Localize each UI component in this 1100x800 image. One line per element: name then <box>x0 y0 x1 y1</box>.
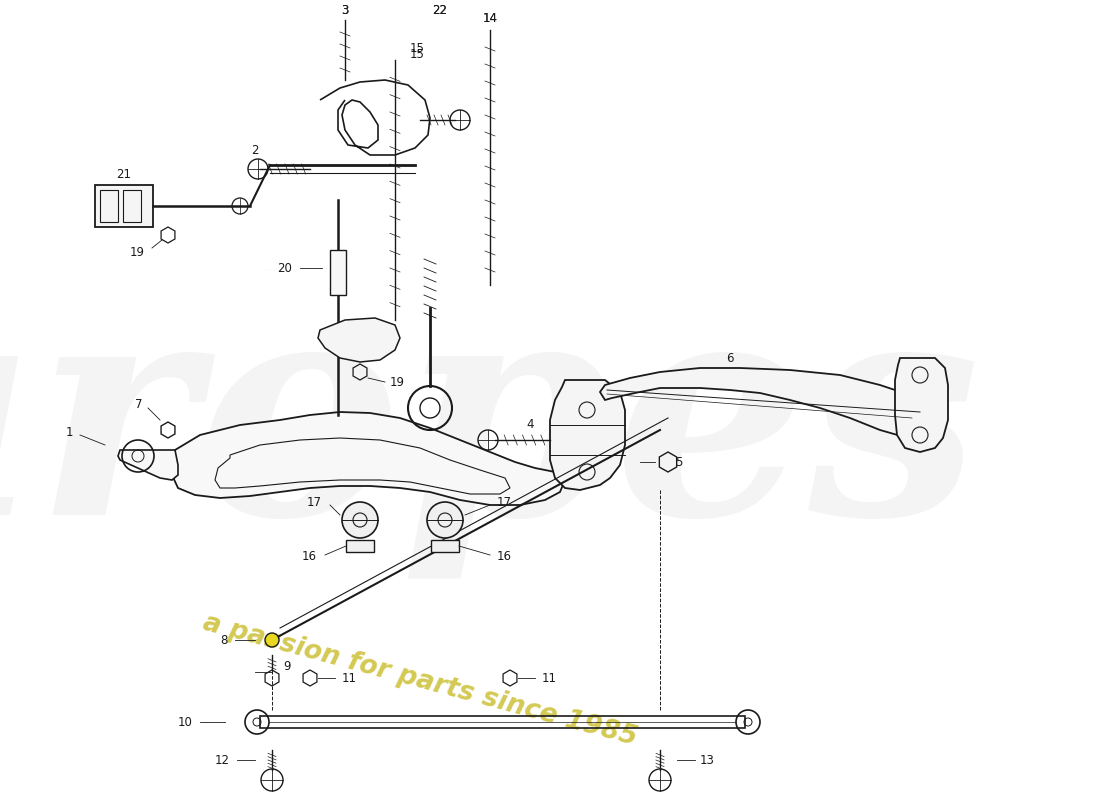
Text: 11: 11 <box>542 671 557 685</box>
Text: 16: 16 <box>497 550 512 562</box>
Polygon shape <box>550 380 625 490</box>
Text: 11: 11 <box>342 671 358 685</box>
Bar <box>123 190 141 222</box>
Polygon shape <box>318 318 400 362</box>
Bar <box>100 190 118 222</box>
Text: 19: 19 <box>130 246 145 258</box>
Circle shape <box>427 502 463 538</box>
Text: 20: 20 <box>277 262 292 274</box>
Polygon shape <box>118 450 178 480</box>
Circle shape <box>265 633 279 647</box>
Text: 17: 17 <box>307 495 322 509</box>
Polygon shape <box>600 368 930 438</box>
Text: 21: 21 <box>117 169 132 182</box>
Text: 3: 3 <box>341 3 349 17</box>
Text: 1: 1 <box>66 426 73 439</box>
Text: 8: 8 <box>221 634 228 646</box>
Text: 12: 12 <box>214 754 230 766</box>
Text: 4: 4 <box>526 418 534 431</box>
Text: 17: 17 <box>497 495 512 509</box>
Bar <box>260 716 745 728</box>
Text: 16: 16 <box>302 550 317 562</box>
Text: 19: 19 <box>390 375 405 389</box>
Text: 22: 22 <box>432 3 448 17</box>
Text: 14: 14 <box>483 11 497 25</box>
Text: a passion for parts since 1985: a passion for parts since 1985 <box>200 610 640 750</box>
Text: 6: 6 <box>726 351 734 365</box>
Text: 14: 14 <box>483 11 497 25</box>
Text: 13: 13 <box>700 754 715 766</box>
Polygon shape <box>172 412 565 505</box>
Text: 5: 5 <box>675 455 682 469</box>
Text: 15: 15 <box>410 42 425 54</box>
Circle shape <box>342 502 378 538</box>
Text: 15: 15 <box>410 49 425 62</box>
Text: 3: 3 <box>341 3 349 17</box>
Text: 2: 2 <box>251 143 258 157</box>
Bar <box>95 185 153 227</box>
Text: 22: 22 <box>432 3 448 17</box>
Text: 10: 10 <box>178 715 192 729</box>
Bar <box>330 250 346 295</box>
Bar <box>431 540 459 552</box>
Text: europes: europes <box>0 282 980 578</box>
Text: 7: 7 <box>134 398 142 411</box>
Polygon shape <box>895 358 948 452</box>
Text: 9: 9 <box>283 659 290 673</box>
Bar <box>346 540 374 552</box>
